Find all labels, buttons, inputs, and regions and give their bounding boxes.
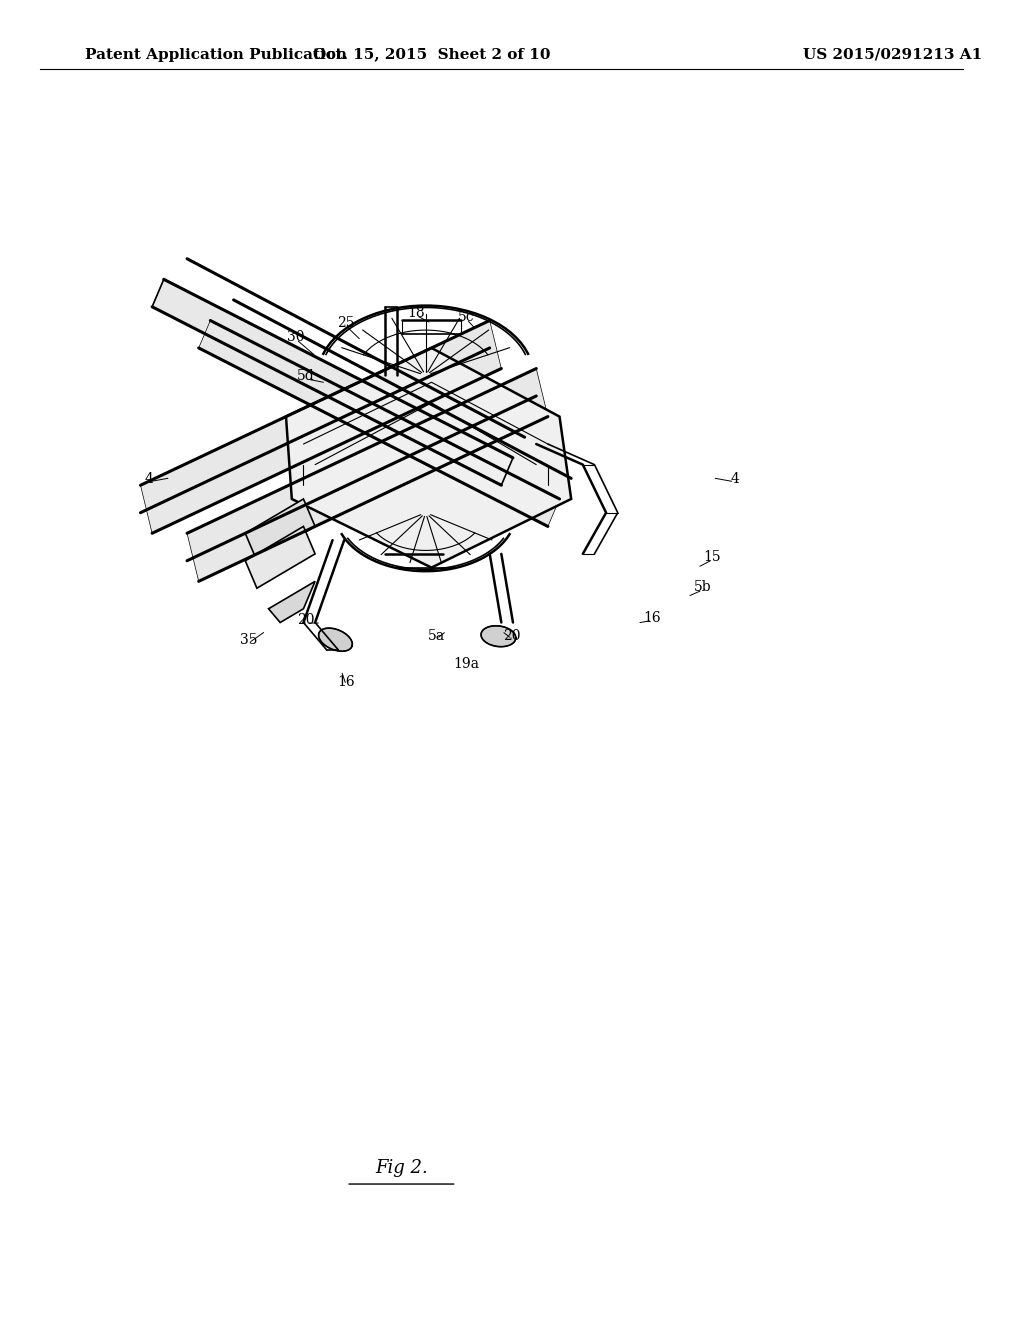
Text: 5a: 5a	[428, 630, 445, 643]
Polygon shape	[140, 321, 502, 533]
Text: 5d: 5d	[297, 370, 315, 383]
Text: 5c: 5c	[459, 310, 475, 323]
Text: 16: 16	[643, 611, 662, 624]
Text: 19a: 19a	[454, 657, 479, 671]
Polygon shape	[153, 280, 513, 486]
Text: 20: 20	[297, 614, 314, 627]
Text: 25: 25	[338, 317, 355, 330]
Text: Patent Application Publication: Patent Application Publication	[85, 48, 347, 62]
Text: 35: 35	[240, 634, 258, 647]
Text: 4: 4	[144, 473, 153, 486]
Polygon shape	[286, 348, 571, 568]
Polygon shape	[199, 321, 559, 527]
Text: Oct. 15, 2015  Sheet 2 of 10: Oct. 15, 2015 Sheet 2 of 10	[312, 48, 550, 62]
Polygon shape	[187, 368, 548, 581]
Polygon shape	[246, 499, 315, 561]
Text: 15: 15	[703, 550, 721, 564]
Text: 30: 30	[288, 330, 305, 343]
Text: 16: 16	[337, 676, 355, 689]
Text: 5b: 5b	[693, 581, 712, 594]
Text: 4: 4	[730, 473, 739, 486]
Text: US 2015/0291213 A1: US 2015/0291213 A1	[803, 48, 982, 62]
Text: 20: 20	[503, 630, 520, 643]
Polygon shape	[268, 581, 315, 623]
Polygon shape	[318, 628, 352, 651]
Polygon shape	[246, 527, 315, 589]
Polygon shape	[481, 626, 516, 647]
Text: Fig 2.: Fig 2.	[375, 1159, 428, 1177]
Text: 18: 18	[408, 306, 425, 319]
